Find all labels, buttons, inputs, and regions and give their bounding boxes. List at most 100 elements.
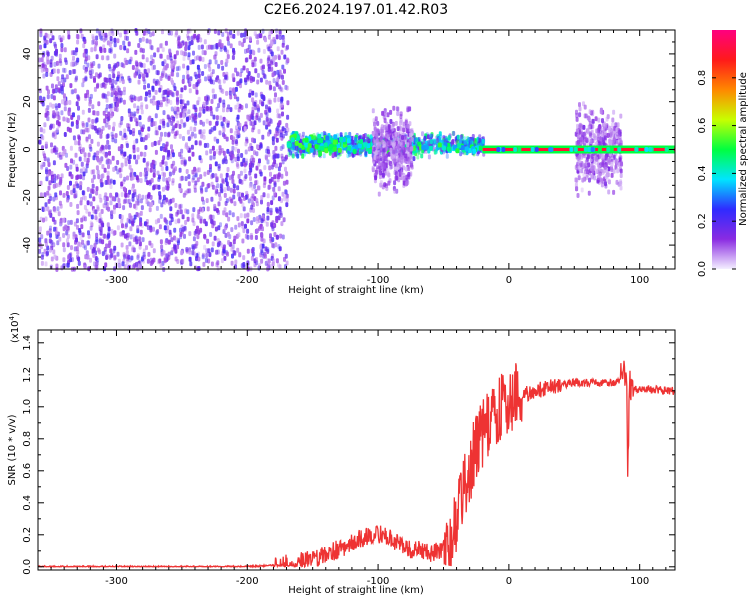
- heatmap-cell: [72, 188, 76, 194]
- heatmap-cell: [62, 116, 66, 122]
- heatmap-cell: [267, 99, 271, 105]
- heatmap-cell: [281, 126, 285, 132]
- heatmap-cell: [244, 149, 248, 155]
- heatmap-cell: [213, 203, 217, 209]
- heatmap-cell: [395, 175, 399, 181]
- heatmap-cell: [167, 118, 171, 124]
- heatmap-cell: [98, 238, 102, 244]
- heatmap-cell: [236, 30, 240, 36]
- spectrogram-heatmap: [38, 28, 675, 272]
- heatmap-cell: [125, 232, 129, 238]
- heatmap-cell: [173, 59, 177, 65]
- heatmap-cell: [69, 180, 72, 186]
- heatmap-cell: [87, 211, 91, 217]
- heatmap-cell: [216, 183, 220, 189]
- heatmap-cell: [145, 57, 149, 63]
- heatmap-cell: [85, 136, 89, 142]
- heatmap-cell: [203, 244, 207, 250]
- heatmap-cell: [103, 83, 107, 89]
- heatmap-cell: [69, 202, 73, 207]
- heatmap-cell: [460, 134, 463, 140]
- heatmap-cell: [70, 121, 74, 127]
- heatmap-cell: [219, 222, 222, 228]
- heatmap-cell: [222, 107, 225, 113]
- heatmap-cell: [164, 144, 168, 150]
- heatmap-cell: [205, 100, 209, 105]
- heatmap-cell: [279, 233, 283, 239]
- heatmap-cell: [277, 172, 281, 178]
- heatmap-cell: [198, 78, 202, 84]
- heatmap-cell: [582, 172, 586, 177]
- heatmap-cell: [271, 253, 275, 259]
- heatmap-cell: [606, 133, 610, 138]
- heatmap-cell: [201, 196, 204, 202]
- heatmap-cell: [66, 126, 70, 132]
- heatmap-cell: [160, 202, 164, 208]
- heatmap-cell: [153, 140, 157, 146]
- heatmap-cell: [188, 249, 192, 255]
- heatmap-cell: [134, 67, 138, 73]
- heatmap-cell: [223, 187, 227, 193]
- heatmap-cell: [253, 56, 257, 62]
- heatmap-cell: [233, 94, 237, 100]
- heatmap-cell: [226, 122, 230, 128]
- heatmap-cell: [402, 127, 406, 133]
- heatmap-cell: [396, 144, 400, 149]
- heatmap-cell: [141, 237, 145, 243]
- heatmap-cell: [352, 148, 357, 154]
- heatmap-cell: [225, 198, 229, 204]
- heatmap-cell: [40, 162, 44, 168]
- heatmap-cell: [587, 190, 591, 196]
- heatmap-cell: [346, 138, 351, 144]
- heatmap-cell: [154, 89, 158, 95]
- heatmap-cell: [169, 100, 173, 105]
- heatmap-cell: [184, 46, 188, 52]
- heatmap-cell: [166, 98, 170, 104]
- heatmap-cell: [123, 128, 127, 134]
- heatmap-cell: [616, 122, 620, 128]
- heatmap-cell: [269, 210, 273, 216]
- heatmap-cell: [179, 209, 183, 215]
- heatmap-cell: [83, 156, 87, 162]
- heatmap-cell: [191, 59, 195, 65]
- heatmap-cell: [190, 36, 194, 41]
- heatmap-cell: [65, 74, 69, 80]
- heatmap-cell: [209, 163, 212, 169]
- heatmap-cell: [152, 168, 156, 174]
- heatmap-cell: [82, 166, 86, 172]
- heatmap-cell: [296, 153, 300, 159]
- heatmap-cell: [204, 96, 207, 101]
- heatmap-cell: [268, 184, 272, 190]
- heatmap-cell: [107, 111, 111, 117]
- heatmap-cell: [179, 93, 183, 99]
- heatmap-cell: [46, 110, 50, 116]
- heatmap-cell: [75, 47, 79, 53]
- heatmap-cell: [174, 248, 178, 254]
- heatmap-cell: [181, 99, 185, 105]
- heatmap-cell: [97, 174, 101, 180]
- heatmap-cell: [89, 201, 93, 207]
- heatmap-cell: [114, 79, 118, 85]
- heatmap-cell: [52, 110, 56, 116]
- heatmap-cell: [164, 161, 168, 167]
- heatmap-cell: [179, 113, 183, 119]
- heatmap-cell: [234, 156, 238, 162]
- heatmap-cell: [43, 192, 47, 198]
- heatmap-cell: [197, 229, 201, 235]
- heatmap-cell: [221, 65, 225, 71]
- heatmap-cell: [55, 105, 59, 111]
- heatmap-cell: [599, 109, 603, 115]
- heatmap-cell: [171, 92, 175, 98]
- heatmap-cell: [49, 196, 53, 201]
- heatmap-cell: [158, 125, 162, 131]
- heatmap-cell: [251, 62, 255, 68]
- heatmap-cell: [41, 101, 45, 107]
- heatmap-cell: [254, 189, 258, 195]
- heatmap-cell: [317, 133, 322, 139]
- heatmap-cell: [481, 138, 485, 144]
- heatmap-cell: [206, 206, 210, 212]
- heatmap-cell: [367, 149, 372, 155]
- heatmap-cell: [145, 199, 149, 205]
- heatmap-cell: [333, 134, 338, 140]
- heatmap-cell: [245, 190, 249, 196]
